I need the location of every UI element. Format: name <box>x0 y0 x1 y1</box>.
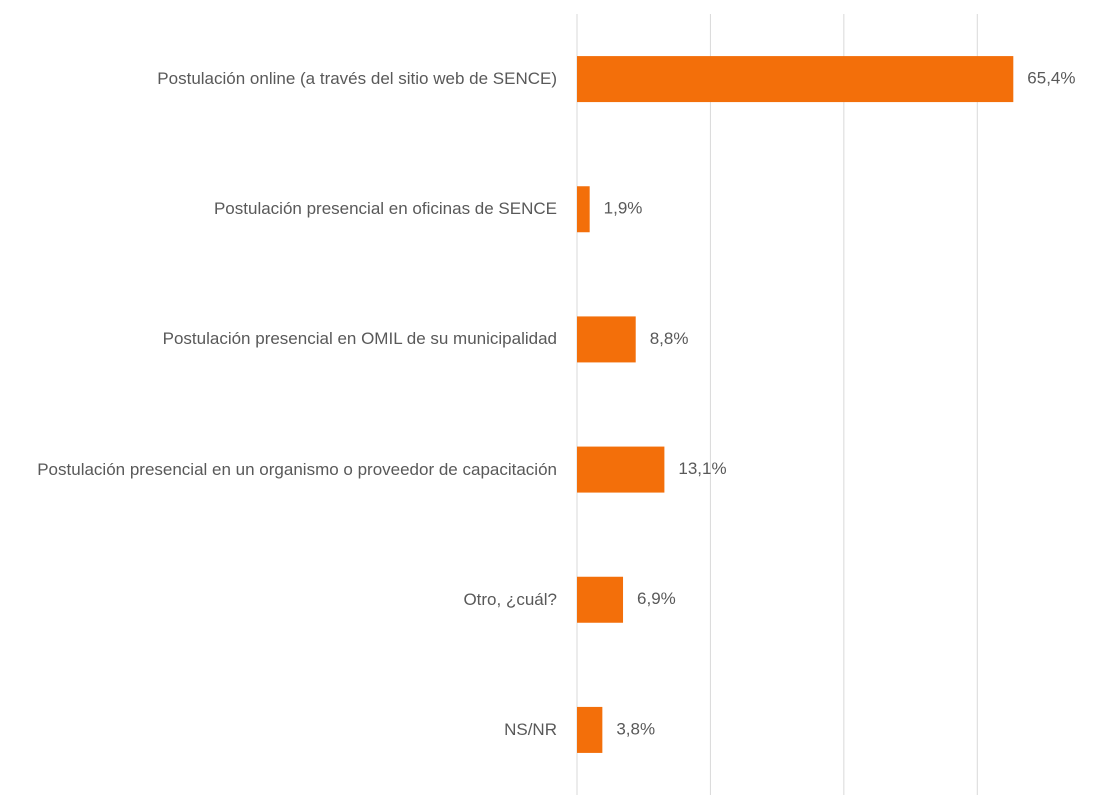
category-label: Postulación online (a través del sitio w… <box>157 69 557 89</box>
category-label: Otro, ¿cuál? <box>463 589 557 609</box>
value-label: 1,9% <box>604 199 643 218</box>
value-label: 3,8% <box>616 719 655 738</box>
value-label: 6,9% <box>637 589 676 608</box>
bar <box>577 446 665 493</box>
category-label: NS/NR <box>504 719 557 739</box>
value-label: 65,4% <box>1027 69 1075 88</box>
bar <box>577 576 624 623</box>
category-label: Postulación presencial en un organismo o… <box>37 459 557 479</box>
bar <box>577 706 603 753</box>
bar <box>577 56 1014 103</box>
bar <box>577 316 636 363</box>
value-label: 13,1% <box>678 459 726 478</box>
category-label: Postulación presencial en oficinas de SE… <box>213 199 557 219</box>
value-label: 8,8% <box>650 329 689 348</box>
category-label: Postulación presencial en OMIL de su mun… <box>162 329 557 349</box>
bar <box>577 186 590 233</box>
